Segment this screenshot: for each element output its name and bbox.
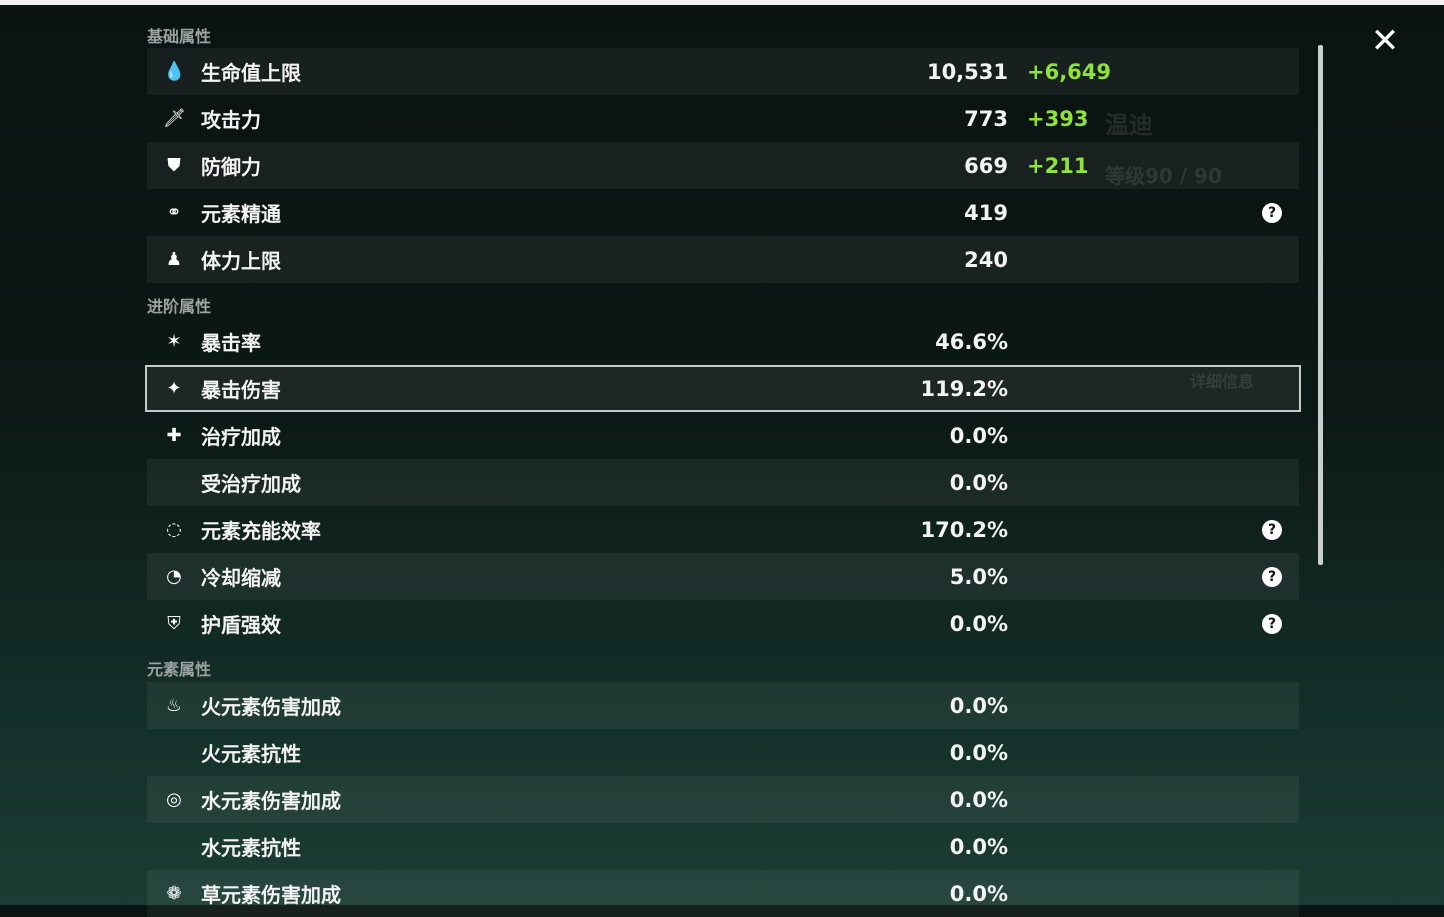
stat-row[interactable]: ⚭ 元素精通 419?: [147, 189, 1299, 236]
crit-rate-icon: ✶: [166, 330, 182, 352]
stat-value: 0.0%: [949, 740, 1008, 765]
stat-value: 170.2%: [920, 517, 1008, 542]
stat-row[interactable]: ✶ 暴击率 46.6%: [147, 318, 1299, 365]
stat-bonus: +211: [1027, 153, 1089, 178]
stat-label: 治疗加成: [201, 425, 281, 449]
stat-row[interactable]: ◌ 元素充能效率 170.2%?: [147, 506, 1299, 553]
pyro-icon: ♨: [165, 694, 183, 716]
stat-row[interactable]: ⛊ 防御力 669 +211: [147, 142, 1299, 189]
stat-value: 5.0%: [949, 564, 1008, 589]
stat-bonus: +6,649: [1027, 59, 1112, 84]
stat-value: 240: [964, 247, 1008, 272]
stat-row[interactable]: 火元素抗性 0.0%: [147, 729, 1299, 776]
stat-label: 护盾强效: [201, 613, 281, 637]
stat-value: 419: [964, 200, 1008, 225]
sword-icon: 🗡: [163, 107, 186, 129]
close-button[interactable]: ✕: [1370, 21, 1400, 61]
stat-label: 火元素抗性: [201, 742, 301, 766]
dendro-icon: ❁: [166, 882, 182, 904]
section-title-advanced: 进阶属性: [147, 297, 212, 316]
hp-drop-icon: 💧: [163, 60, 186, 82]
stat-row[interactable]: 💧 生命值上限 10,531 +6,649: [147, 48, 1299, 95]
window-top-edge: [0, 0, 1444, 5]
stat-label: 水元素伤害加成: [201, 789, 341, 813]
help-icon[interactable]: ?: [1262, 613, 1282, 634]
stat-label: 攻击力: [201, 108, 261, 132]
stat-row[interactable]: ◔ 冷却缩减 5.0%?: [147, 553, 1299, 600]
stat-bonus: +393: [1027, 106, 1089, 131]
stat-label: 暴击率: [201, 331, 261, 355]
stat-value: 773: [964, 106, 1008, 131]
hydro-icon: ◎: [166, 788, 182, 810]
stamina-icon: ♟: [165, 248, 183, 270]
stat-row[interactable]: ✦ 暴击伤害 119.2%: [145, 365, 1301, 412]
help-icon[interactable]: ?: [1262, 566, 1282, 587]
stat-value: 119.2%: [920, 376, 1008, 401]
section-title-basic: 基础属性: [147, 27, 212, 46]
bg-details-button: 详细信息: [1190, 372, 1255, 391]
stat-row[interactable]: 🗡 攻击力 773 +393: [147, 95, 1299, 142]
stat-value: 0.0%: [949, 423, 1008, 448]
stat-label: 生命值上限: [201, 61, 301, 85]
stat-row[interactable]: ✚ 治疗加成 0.0%: [147, 412, 1299, 459]
stat-row[interactable]: 受治疗加成 0.0%: [147, 459, 1299, 506]
help-icon[interactable]: ?: [1262, 519, 1282, 540]
stat-label: 元素充能效率: [201, 519, 321, 543]
stat-row[interactable]: ◎ 水元素伤害加成 0.0%: [147, 776, 1299, 823]
section-title-element: 元素属性: [147, 660, 212, 679]
stat-value: 0.0%: [949, 881, 1008, 906]
energy-recharge-icon: ◌: [166, 518, 182, 540]
stat-row[interactable]: 水元素抗性 0.0%: [147, 823, 1299, 870]
stat-label: 受治疗加成: [201, 472, 301, 496]
shield-icon: ⛊: [167, 154, 181, 176]
scrollbar[interactable]: [1318, 45, 1323, 565]
stat-label: 水元素抗性: [201, 836, 301, 860]
stat-row[interactable]: ♟ 体力上限 240: [147, 236, 1299, 283]
healing-cross-icon: ✚: [166, 424, 182, 446]
help-icon[interactable]: ?: [1262, 202, 1282, 223]
stat-label: 火元素伤害加成: [201, 695, 341, 719]
stat-value: 0.0%: [949, 693, 1008, 718]
stat-label: 暴击伤害: [201, 378, 281, 402]
stat-label: 草元素伤害加成: [201, 883, 341, 907]
shield-strength-icon: ⛨: [167, 612, 181, 634]
stat-row[interactable]: ❁ 草元素伤害加成 0.0%: [147, 870, 1299, 917]
stat-value: 669: [964, 153, 1008, 178]
elemental-mastery-icon: ⚭: [166, 201, 182, 223]
bg-character-name: 温迪: [1105, 111, 1153, 139]
stat-row[interactable]: ♨ 火元素伤害加成 0.0%: [147, 682, 1299, 729]
stat-label: 防御力: [201, 155, 261, 179]
stat-value: 0.0%: [949, 470, 1008, 495]
cooldown-icon: ◔: [166, 565, 182, 587]
crit-dmg-icon: ✦: [166, 377, 182, 399]
stat-value: 46.6%: [935, 329, 1008, 354]
stat-value: 0.0%: [949, 611, 1008, 636]
stat-value: 10,531: [926, 59, 1008, 84]
stat-label: 元素精通: [201, 202, 281, 226]
stat-value: 0.0%: [949, 834, 1008, 859]
stat-row[interactable]: ⛨ 护盾强效 0.0%?: [147, 600, 1299, 647]
stat-label: 冷却缩减: [201, 566, 281, 590]
stat-label: 体力上限: [201, 249, 281, 273]
bg-level: 等级90 / 90: [1105, 164, 1222, 188]
stat-value: 0.0%: [949, 787, 1008, 812]
